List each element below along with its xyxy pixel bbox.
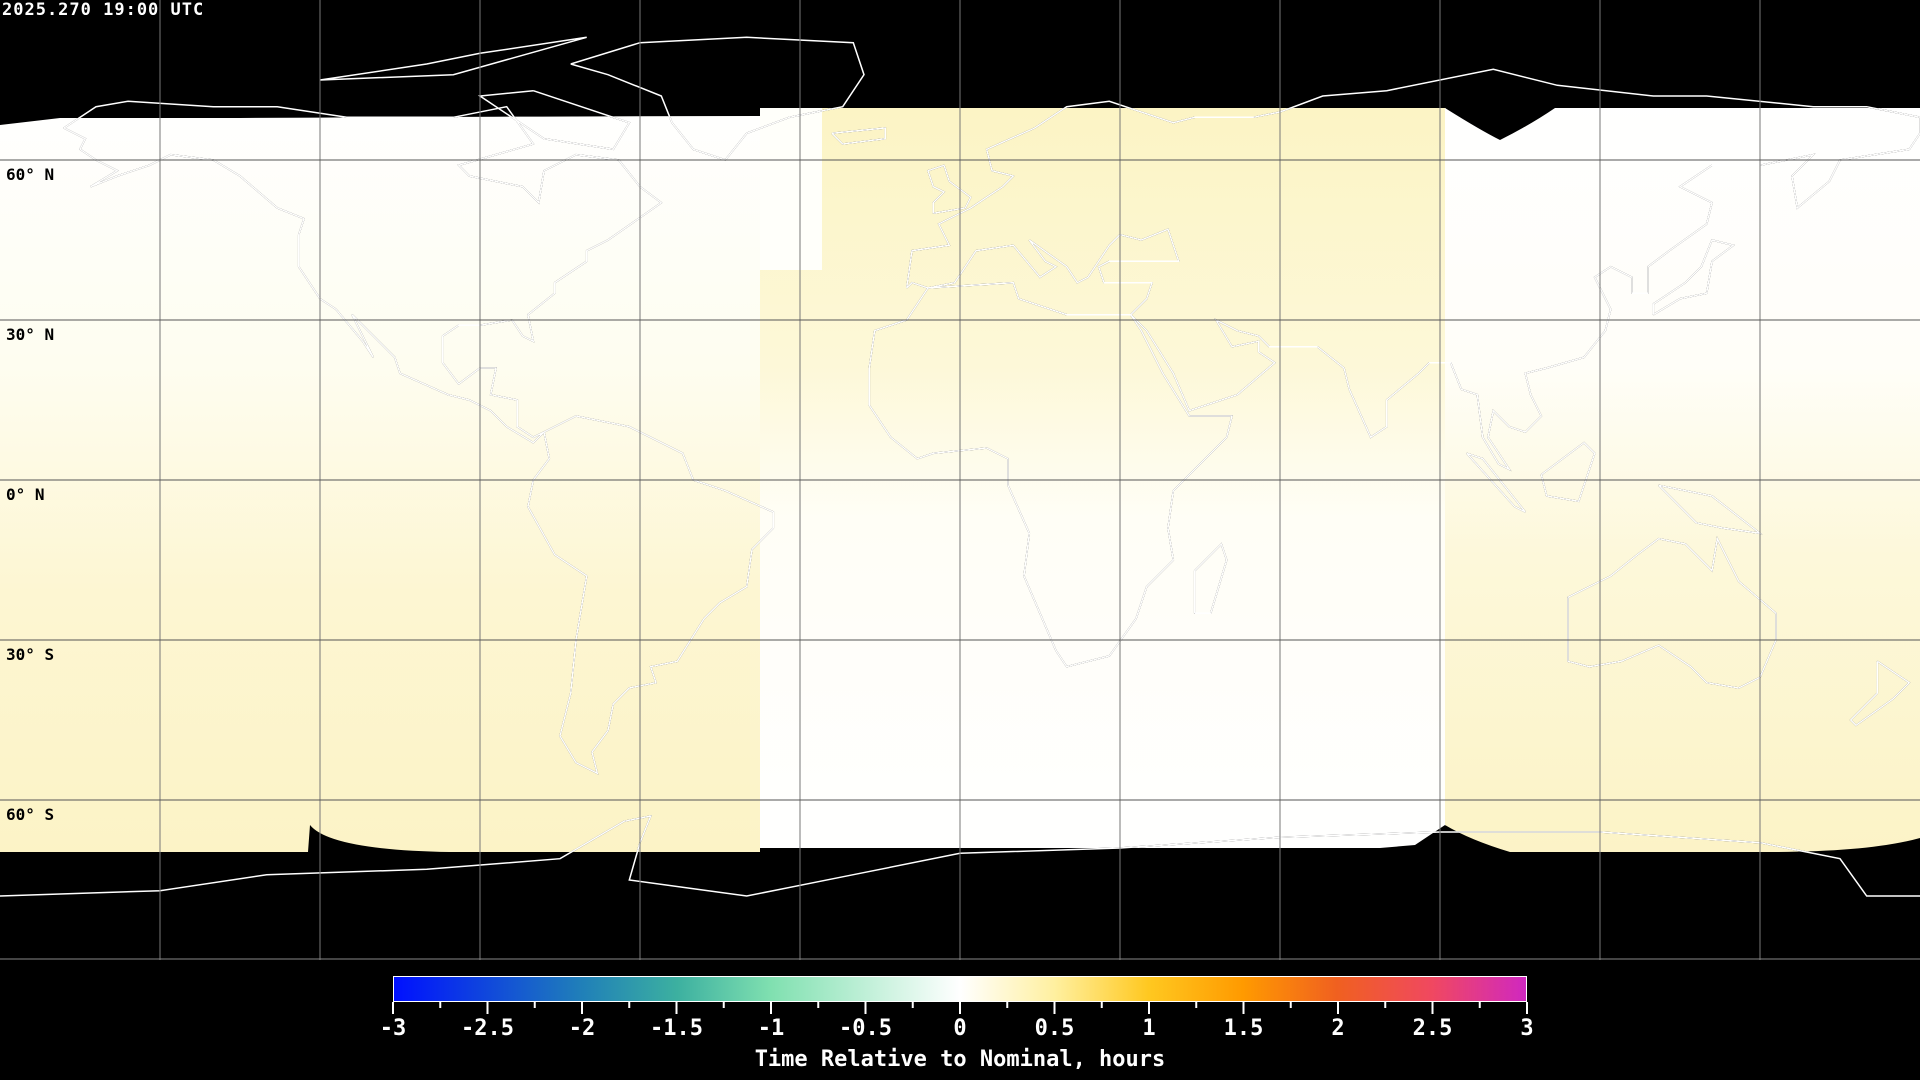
colorbar-tick-label: -0.5 [839, 1016, 892, 1041]
coastline-africa [868, 281, 1233, 668]
coastline-madagascar [1193, 542, 1228, 615]
colorbar-tick-label: 1 [1142, 1016, 1155, 1041]
colorbar-ticks: -3 -2.5 -2 -1.5 -1 -0.5 0 0.5 1 1.5 2 2.5 3 [380, 1002, 1534, 1041]
coastline-baffin-island [477, 89, 631, 151]
colorbar-tick-label: -3 [380, 1016, 407, 1041]
lat-label-0n: 0° N [6, 485, 45, 504]
world-map [0, 0, 1920, 960]
coastline-greenland [570, 36, 865, 161]
coastline-great-britain [927, 164, 972, 215]
coastline-eurasia [905, 68, 1920, 472]
lat-label-60n: 60° N [6, 165, 55, 184]
coastline-new-guinea [1658, 484, 1763, 535]
lat-label-60s: 60° S [6, 805, 55, 824]
coastline-arctic-islands [319, 36, 587, 81]
colorbar-tick-label: -1.5 [650, 1016, 703, 1041]
colorbar-tick-label: -2 [569, 1016, 596, 1041]
coastline-sumatra [1466, 452, 1526, 513]
coastlines-on-nodata [0, 36, 1920, 897]
timestamp: 2025.270 19:00 UTC [2, 0, 205, 20]
coastline-new-zealand [1849, 660, 1911, 727]
colorbar-tick-label: 0 [953, 1016, 966, 1041]
coastline-iceland [831, 127, 887, 145]
colorbar-tick-label: 2.5 [1413, 1016, 1453, 1041]
colorbar-tick-label: 2 [1331, 1016, 1344, 1041]
colorbar-tick-label: 3 [1520, 1016, 1533, 1041]
graticule [0, 0, 1920, 960]
coastline-japan [1652, 239, 1736, 316]
data-zone-notch [760, 108, 822, 270]
colorbar-tick-label: 1.5 [1224, 1016, 1264, 1041]
colorbar [393, 976, 1527, 1002]
coastline-south-america [527, 415, 775, 775]
colorbar-tick-label: 0.5 [1035, 1016, 1075, 1041]
colorbar-title: Time Relative to Nominal, hours [754, 1047, 1166, 1072]
coastline-borneo [1540, 441, 1596, 503]
colorbar-tick-label: -2.5 [461, 1016, 514, 1041]
lat-label-30s: 30° S [6, 645, 55, 664]
colorbar-tick-label: -1 [758, 1016, 785, 1041]
coastline-north-america [63, 100, 663, 444]
lat-label-30n: 30° N [6, 325, 55, 344]
